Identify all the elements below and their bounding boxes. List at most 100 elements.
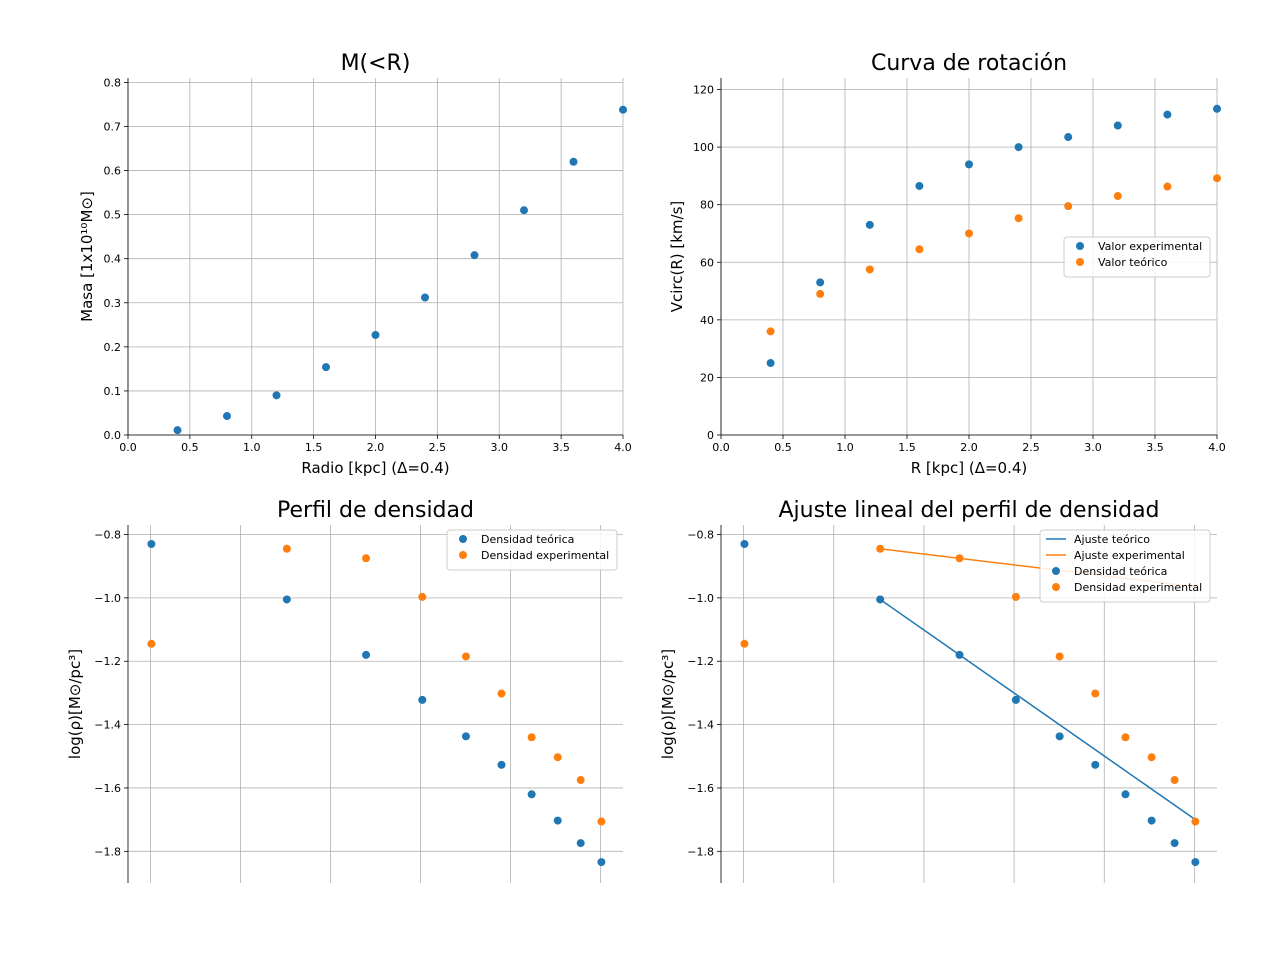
y-tick-label: 100	[693, 141, 714, 154]
data-point	[147, 639, 156, 648]
x-tick-label: 1.5	[898, 441, 916, 454]
legend: Densidad teórica Densidad experimental	[446, 529, 618, 571]
data-point	[272, 391, 281, 400]
data-point	[1014, 214, 1023, 223]
data-point	[1113, 192, 1122, 201]
x-axis-label: R [kpc] (Δ=0.4)	[911, 459, 1028, 477]
data-point	[282, 544, 291, 553]
y-tick-label: −1.8	[687, 845, 714, 858]
data-point	[576, 839, 585, 848]
data-point	[497, 689, 506, 698]
x-tick-label: 2.0	[367, 441, 385, 454]
y-tick-label: 0.1	[104, 385, 122, 398]
legend-label: Valor experimental	[1098, 240, 1202, 253]
legend-box	[446, 529, 618, 571]
data-point	[1163, 182, 1172, 191]
y-tick-label: 20	[700, 371, 714, 384]
y-axis-label: Masa [1x10¹⁰M⊙]	[78, 191, 96, 322]
data-point	[147, 540, 156, 549]
y-tick-label: 0.8	[104, 76, 122, 89]
y-tick-label: −1.4	[94, 719, 121, 732]
x-tick-label: 1.5	[305, 441, 323, 454]
data-point	[1170, 776, 1179, 785]
y-tick-label: 0	[707, 429, 714, 442]
legend-label: Densidad teórica	[1074, 565, 1167, 578]
data-point	[418, 695, 427, 704]
chart-2: Curva de rotación 0 20 40 60 80 100 120 0.0 0.5 1.…	[668, 51, 1226, 477]
data-point	[461, 652, 470, 661]
data-point	[371, 330, 380, 339]
data-point	[418, 592, 427, 601]
data-point	[955, 554, 964, 563]
y-tick-label: 0.0	[104, 429, 122, 442]
data-point	[282, 595, 291, 604]
data-point	[1163, 110, 1172, 119]
y-axis-label: Vcirc(R) [km/s]	[668, 201, 686, 313]
legend-dot-swatch	[1076, 258, 1084, 266]
data-point	[173, 426, 182, 435]
data-point	[816, 278, 825, 287]
data-point	[553, 816, 562, 825]
data-point	[1191, 817, 1200, 826]
data-point	[1064, 133, 1073, 142]
x-axis-label: Radio [kpc] (Δ=0.4)	[301, 459, 449, 477]
legend-label: Densidad teórica	[481, 533, 574, 546]
y-tick-label: 0.5	[104, 209, 122, 222]
y-tick-label: −1.2	[94, 655, 121, 668]
data-point	[322, 363, 330, 372]
x-tick-label: 4.0	[614, 441, 632, 454]
data-point	[1011, 695, 1020, 704]
y-tick-label: −1.6	[687, 782, 714, 795]
y-tick-label: −0.8	[94, 529, 121, 542]
data-point	[1055, 732, 1064, 741]
y-axis-label: log(ρ)[M⊙/pc³]	[66, 649, 84, 759]
data-point	[520, 206, 528, 215]
y-tick-label: 120	[693, 84, 714, 97]
legend: Ajuste teórico Ajuste experimental Densida…	[1039, 529, 1211, 603]
x-tick-label: 2.5	[429, 441, 447, 454]
data-point	[1014, 143, 1023, 152]
data-point	[527, 790, 536, 799]
data-point	[362, 650, 371, 659]
legend-label: Ajuste experimental	[1074, 549, 1185, 562]
y-axis-label: log(ρ)[M⊙/pc³]	[659, 649, 677, 759]
chart-title: M(<R)	[341, 51, 411, 76]
y-tick-label: −1.4	[687, 719, 714, 732]
y-tick-label: −0.8	[687, 529, 714, 542]
legend-dot-swatch	[1052, 583, 1060, 591]
data-point	[1113, 121, 1122, 130]
y-tick-label: 0.7	[104, 120, 122, 133]
x-tick-label: 0.0	[712, 441, 730, 454]
data-point	[553, 753, 562, 762]
x-tick-label: 2.0	[960, 441, 978, 454]
data-point	[1191, 858, 1200, 867]
y-tick-label: 0.2	[104, 341, 122, 354]
chart-title: Perfil de densidad	[277, 498, 474, 523]
x-tick-label: 3.0	[1084, 441, 1102, 454]
y-tick-label: −1.6	[94, 782, 121, 795]
data-point	[1147, 816, 1156, 825]
legend-label: Valor teórico	[1098, 256, 1168, 269]
fit-line	[879, 598, 1196, 821]
data-point	[362, 554, 371, 563]
data-point	[1121, 790, 1130, 799]
legend-label: Densidad experimental	[1074, 581, 1202, 594]
x-tick-label: 1.0	[836, 441, 854, 454]
data-point	[1055, 652, 1064, 661]
legend-dot-swatch	[459, 535, 467, 543]
legend-dot-swatch	[459, 551, 467, 559]
legend-box	[1039, 529, 1211, 603]
y-tick-label: 60	[700, 256, 714, 269]
x-tick-label: 2.5	[1022, 441, 1040, 454]
y-tick-label: 0.4	[104, 253, 122, 266]
chart-3: Perfil de densidad −0.8 −1.0 −1.2 −1.4 −1.6 −1…	[66, 498, 623, 883]
y-tick-label: −1.0	[687, 592, 714, 605]
legend: Valor experimental Valor teórico	[1063, 236, 1211, 278]
data-point	[1064, 202, 1073, 211]
data-point	[915, 181, 924, 190]
legend-label: Ajuste teórico	[1074, 533, 1150, 546]
data-point	[766, 327, 775, 336]
data-point	[1170, 839, 1179, 848]
x-tick-label: 3.0	[491, 441, 509, 454]
